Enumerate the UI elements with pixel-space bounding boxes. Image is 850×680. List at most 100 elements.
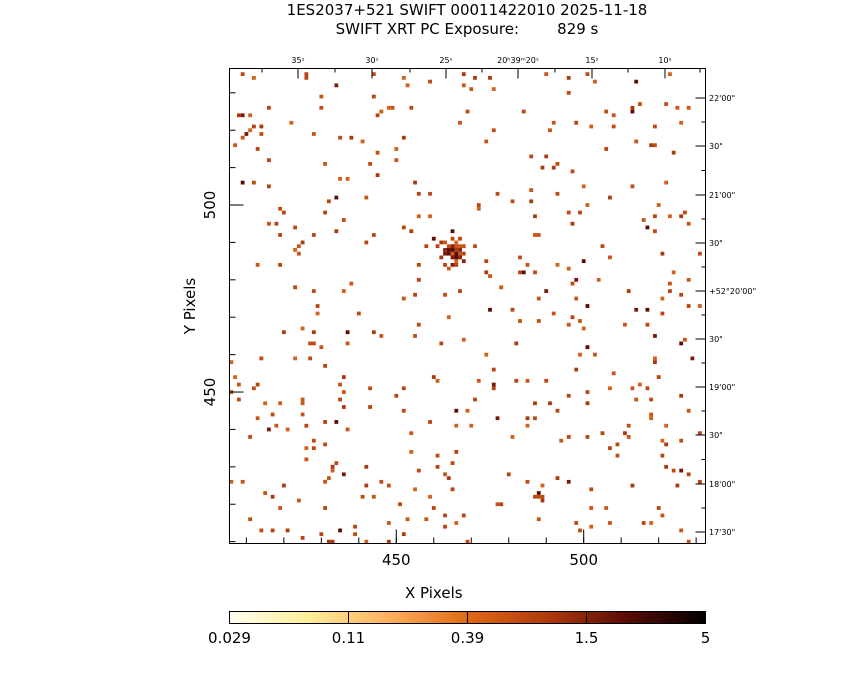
- event-pixel: [386, 105, 391, 110]
- event-pixel: [555, 262, 560, 267]
- event-pixel: [278, 233, 283, 237]
- event-pixel: [600, 244, 605, 249]
- event-pixel: [638, 102, 642, 106]
- x-tick-label: 450: [382, 551, 411, 569]
- event-pixel: [259, 528, 264, 533]
- event-pixel: [330, 468, 335, 473]
- event-pixel: [630, 386, 635, 391]
- event-pixel: [450, 236, 455, 241]
- event-pixel: [660, 251, 665, 256]
- event-pixel: [450, 248, 455, 252]
- event-pixel: [581, 184, 586, 189]
- event-pixel: [585, 401, 590, 406]
- event-pixel: [229, 360, 234, 365]
- event-pixel: [458, 120, 462, 125]
- event-pixel: [259, 132, 264, 136]
- event-pixel: [566, 322, 571, 327]
- event-pixel: [248, 435, 253, 439]
- event-pixel: [319, 105, 324, 110]
- event-pixel: [476, 378, 481, 383]
- event-pixel: [311, 438, 316, 443]
- event-pixel: [525, 423, 530, 428]
- event-pixel: [323, 162, 327, 166]
- event-pixel: [536, 233, 541, 237]
- event-pixel: [266, 184, 271, 189]
- event-pixel: [394, 158, 399, 163]
- event-pixel: [484, 139, 489, 144]
- tick-labels: 450 500 450 500 35ˢ 30ˢ 25ˢ 20ʰ39ᵐ20ˢ 15ˢ 10ˢ 22'0…: [201, 56, 756, 569]
- event-pixel: [660, 453, 665, 458]
- event-pixel: [315, 311, 320, 316]
- event-pixel: [623, 431, 627, 436]
- event-pixel: [386, 483, 391, 488]
- event-pixel: [338, 176, 342, 181]
- event-pixel: [371, 94, 376, 99]
- event-pixel: [630, 105, 635, 110]
- event-pixel: [390, 105, 395, 110]
- event-pixel: [443, 524, 447, 529]
- event-pixel: [454, 262, 459, 267]
- event-pixel: [499, 502, 504, 507]
- event-pixel: [237, 397, 241, 402]
- event-pixel: [518, 270, 522, 275]
- event-pixel: [536, 491, 541, 495]
- event-pixel: [401, 296, 406, 301]
- event-pixel: [360, 494, 365, 499]
- event-pixel: [559, 438, 564, 443]
- event-pixel: [630, 184, 635, 189]
- event-pixel: [454, 408, 459, 413]
- event-pixel: [645, 225, 650, 230]
- event-pixel: [379, 334, 384, 338]
- event-pixel: [518, 255, 522, 260]
- event-pixel: [439, 240, 444, 245]
- event-pixel: [240, 113, 245, 118]
- event-pixel: [266, 158, 271, 163]
- event-pixel: [533, 494, 537, 499]
- event-pixel: [461, 259, 466, 264]
- event-pixel: [461, 513, 466, 518]
- event-pixel: [653, 334, 657, 338]
- event-pixel: [679, 528, 684, 533]
- event-pixel: [341, 405, 346, 409]
- event-pixel: [371, 494, 376, 499]
- event-pixel: [578, 210, 582, 215]
- event-pixel: [589, 124, 594, 129]
- event-pixel: [293, 356, 298, 361]
- event-pixel: [311, 132, 316, 136]
- event-pixel: [338, 397, 342, 402]
- event-pixel: [431, 506, 436, 510]
- event-pixel: [416, 262, 421, 267]
- event-pixel: [394, 393, 399, 398]
- event-pixel: [405, 83, 410, 88]
- event-pixel: [574, 277, 579, 282]
- event-pixel: [641, 521, 646, 525]
- event-pixel: [450, 262, 455, 267]
- event-pixel: [409, 431, 414, 436]
- event-pixel: [488, 307, 492, 312]
- event-pixel: [611, 124, 616, 129]
- event-pixel: [544, 378, 549, 383]
- event-pixel: [484, 352, 489, 357]
- event-pixel: [533, 214, 537, 219]
- event-pixel: [638, 382, 642, 387]
- event-pixel: [626, 435, 631, 439]
- event-pixel: [311, 446, 316, 451]
- event-pixel: [424, 517, 429, 522]
- dec-tick-label: 19'00": [709, 383, 735, 392]
- event-pixel: [450, 229, 455, 234]
- event-pixel: [566, 210, 571, 215]
- event-pixel: [237, 382, 241, 387]
- event-pixel: [536, 517, 541, 522]
- event-pixel: [540, 498, 545, 503]
- event-pixel: [326, 476, 331, 480]
- event-pixel: [300, 412, 305, 417]
- event-pixel: [473, 397, 477, 402]
- event-pixel: [495, 416, 500, 421]
- event-pixel: [566, 90, 571, 95]
- event-pixel: [364, 240, 369, 245]
- event-pixel: [683, 337, 687, 342]
- event-pixel: [401, 75, 406, 80]
- event-pixel: [484, 259, 489, 264]
- event-pixel: [368, 405, 372, 409]
- event-pixel: [476, 206, 481, 211]
